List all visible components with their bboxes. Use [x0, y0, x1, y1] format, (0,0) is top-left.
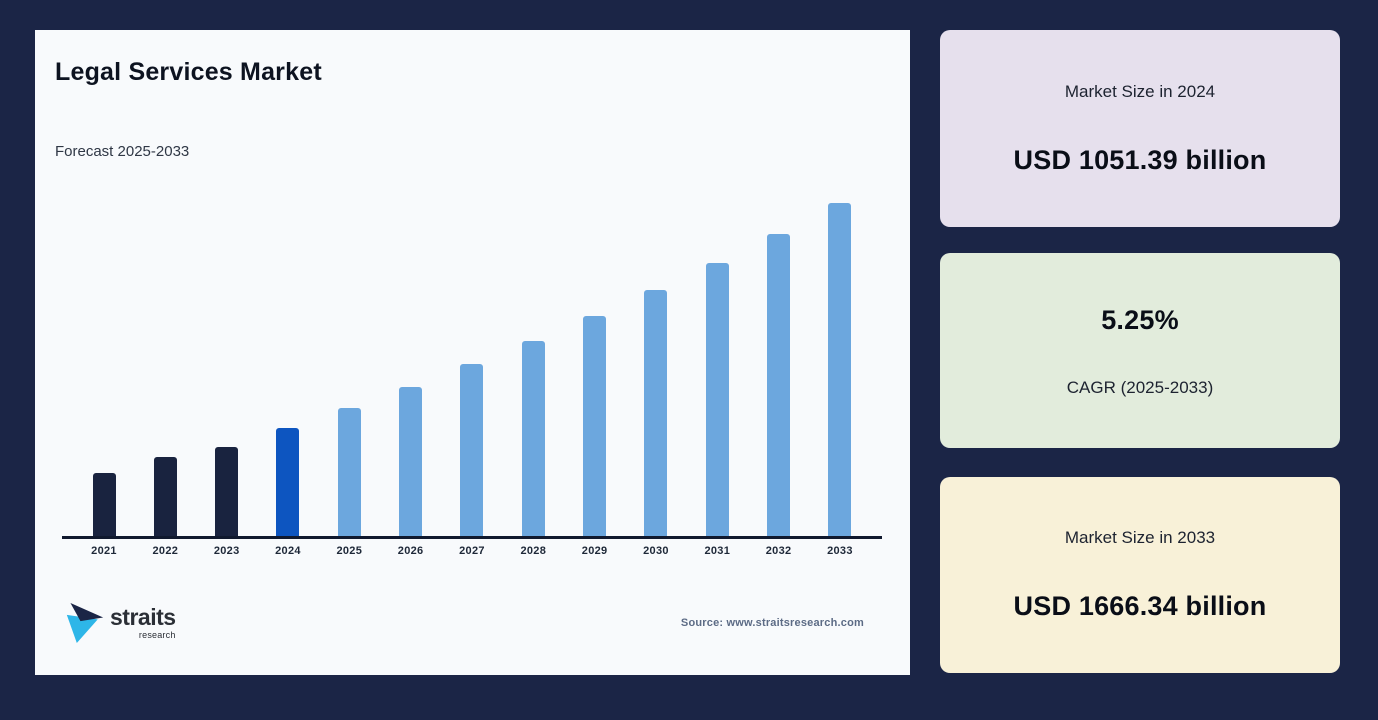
x-tick-2021: 2021: [91, 545, 117, 557]
bar-rect-2032: [767, 234, 791, 536]
x-tick-2023: 2023: [213, 545, 240, 557]
x-axis-ticks: 2021 2022 2023 2024 2025 2026 2027 2028 2029 2030…: [62, 545, 882, 557]
bar-2021: [84, 191, 124, 536]
chart-title: Legal Services Market: [55, 58, 322, 86]
logo-text: straits research: [110, 604, 176, 641]
card-market-size-2024: Market Size in 2024 USD 1051.39 billion: [940, 30, 1340, 227]
x-tick-2031: 2031: [704, 545, 731, 557]
x-axis-line: [62, 536, 882, 539]
bar-chart: [62, 191, 882, 536]
x-tick-2027: 2027: [459, 545, 485, 557]
bar-2022: [145, 191, 185, 536]
logo-subname: research: [138, 630, 176, 640]
x-tick-2026: 2026: [397, 545, 424, 557]
card-value: USD 1666.34 billion: [1013, 591, 1267, 621]
bar-2024: [268, 191, 308, 536]
x-tick-2025: 2025: [336, 545, 363, 557]
card-label: Market Size in 2033: [1064, 528, 1216, 547]
bar-2033: [820, 191, 860, 536]
bar-rect-2031: [705, 263, 729, 536]
bar-2030: [636, 191, 676, 536]
card-label: CAGR (2025-2033): [1066, 377, 1214, 397]
bar-rect-2029: [583, 316, 607, 536]
bar-2025: [329, 191, 369, 536]
card-cagr: 5.25% CAGR (2025-2033): [940, 253, 1340, 448]
bar-rect-2033: [828, 203, 852, 536]
logo-name: straits: [110, 604, 176, 630]
logo-arrow-icon: [66, 603, 104, 643]
bar-2029: [575, 191, 615, 536]
x-tick-2028: 2028: [520, 545, 547, 557]
x-tick-2029: 2029: [581, 545, 608, 557]
bar-rect-2024: [276, 428, 300, 536]
bar-2027: [452, 191, 492, 536]
bar-2023: [207, 191, 247, 536]
bar-2026: [391, 191, 431, 536]
x-tick-2022: 2022: [152, 545, 179, 557]
chart-panel: Legal Services Market Forecast 2025-2033…: [35, 30, 910, 675]
bar-rect-2023: [215, 447, 239, 536]
chart-subtitle: Forecast 2025-2033: [55, 143, 190, 160]
bar-rect-2026: [399, 387, 423, 536]
card-market-size-2033: Market Size in 2033 USD 1666.34 billion: [940, 477, 1340, 673]
x-tick-2033: 2033: [827, 545, 853, 557]
bar-2028: [513, 191, 553, 536]
x-tick-2030: 2030: [643, 545, 669, 557]
stat-cards: Market Size in 2024 USD 1051.39 billion …: [940, 30, 1340, 675]
chart-footer: straits research Source: www.straitsrese…: [65, 595, 864, 651]
source-text: Source: www.straitsresearch.com: [680, 617, 864, 629]
card-value: USD 1051.39 billion: [1013, 144, 1267, 175]
bar-2032: [759, 191, 799, 536]
bar-rect-2021: [92, 473, 116, 536]
bar-rect-2030: [644, 290, 668, 536]
bar-rect-2025: [337, 408, 361, 536]
bar-2031: [697, 191, 737, 536]
card-value: 5.25%: [1101, 304, 1179, 335]
bar-rect-2028: [521, 341, 545, 536]
x-tick-2024: 2024: [275, 545, 301, 557]
bar-rect-2022: [153, 457, 177, 536]
straits-research-logo: straits research: [65, 600, 176, 646]
card-label: Market Size in 2024: [1064, 81, 1216, 101]
x-tick-2032: 2032: [765, 545, 792, 557]
bar-rect-2027: [460, 364, 484, 536]
